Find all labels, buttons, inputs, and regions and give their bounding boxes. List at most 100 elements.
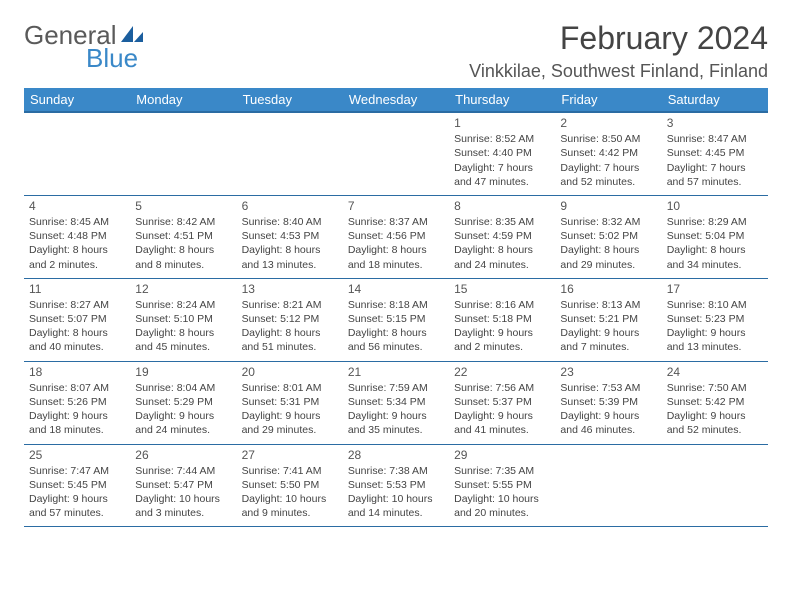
calendar-row: 18Sunrise: 8:07 AMSunset: 5:26 PMDayligh… [24,361,768,444]
sunrise-line: Sunrise: 7:44 AM [135,464,231,478]
day-cell: 24Sunrise: 7:50 AMSunset: 5:42 PMDayligh… [662,361,768,444]
sunset-line: Sunset: 5:15 PM [348,312,444,326]
sunset-line: Sunset: 5:29 PM [135,395,231,409]
day-cell: 11Sunrise: 8:27 AMSunset: 5:07 PMDayligh… [24,278,130,361]
daylight-line: Daylight: 9 hours and 18 minutes. [29,409,125,437]
daylight-line: Daylight: 8 hours and 13 minutes. [242,243,338,271]
day-number: 16 [560,281,656,297]
day-cell: 25Sunrise: 7:47 AMSunset: 5:45 PMDayligh… [24,444,130,526]
day-cell: 5Sunrise: 8:42 AMSunset: 4:51 PMDaylight… [130,195,236,278]
calendar-body: 1Sunrise: 8:52 AMSunset: 4:40 PMDaylight… [24,112,768,526]
sunrise-line: Sunrise: 8:24 AM [135,298,231,312]
sunset-line: Sunset: 4:40 PM [454,146,550,160]
sunrise-line: Sunrise: 8:37 AM [348,215,444,229]
sunset-line: Sunset: 5:02 PM [560,229,656,243]
sunset-line: Sunset: 5:31 PM [242,395,338,409]
daylight-line: Daylight: 8 hours and 56 minutes. [348,326,444,354]
sunset-line: Sunset: 5:37 PM [454,395,550,409]
logo-text-blue: Blue [86,43,145,74]
day-number: 1 [454,115,550,131]
day-cell: 9Sunrise: 8:32 AMSunset: 5:02 PMDaylight… [555,195,661,278]
day-cell: 10Sunrise: 8:29 AMSunset: 5:04 PMDayligh… [662,195,768,278]
daylight-line: Daylight: 8 hours and 40 minutes. [29,326,125,354]
sunrise-line: Sunrise: 7:38 AM [348,464,444,478]
sunrise-line: Sunrise: 8:47 AM [667,132,763,146]
daylight-line: Daylight: 7 hours and 47 minutes. [454,161,550,189]
day-cell: 15Sunrise: 8:16 AMSunset: 5:18 PMDayligh… [449,278,555,361]
sunrise-line: Sunrise: 8:13 AM [560,298,656,312]
sunset-line: Sunset: 5:26 PM [29,395,125,409]
day-number: 25 [29,447,125,463]
sunrise-line: Sunrise: 7:56 AM [454,381,550,395]
sunset-line: Sunset: 4:45 PM [667,146,763,160]
daylight-line: Daylight: 10 hours and 20 minutes. [454,492,550,520]
day-number: 22 [454,364,550,380]
day-cell: 12Sunrise: 8:24 AMSunset: 5:10 PMDayligh… [130,278,236,361]
day-number: 20 [242,364,338,380]
day-cell: 23Sunrise: 7:53 AMSunset: 5:39 PMDayligh… [555,361,661,444]
daylight-line: Daylight: 8 hours and 18 minutes. [348,243,444,271]
daylight-line: Daylight: 9 hours and 13 minutes. [667,326,763,354]
sunrise-line: Sunrise: 7:41 AM [242,464,338,478]
daylight-line: Daylight: 8 hours and 29 minutes. [560,243,656,271]
daylight-line: Daylight: 7 hours and 52 minutes. [560,161,656,189]
sunset-line: Sunset: 5:53 PM [348,478,444,492]
day-number: 18 [29,364,125,380]
day-number: 14 [348,281,444,297]
daylight-line: Daylight: 8 hours and 24 minutes. [454,243,550,271]
sunrise-line: Sunrise: 7:35 AM [454,464,550,478]
sunset-line: Sunset: 5:04 PM [667,229,763,243]
day-number: 23 [560,364,656,380]
daylight-line: Daylight: 9 hours and 57 minutes. [29,492,125,520]
daylight-line: Daylight: 9 hours and 52 minutes. [667,409,763,437]
day-cell: 14Sunrise: 8:18 AMSunset: 5:15 PMDayligh… [343,278,449,361]
daylight-line: Daylight: 8 hours and 2 minutes. [29,243,125,271]
daylight-line: Daylight: 9 hours and 46 minutes. [560,409,656,437]
day-cell: 29Sunrise: 7:35 AMSunset: 5:55 PMDayligh… [449,444,555,526]
daylight-line: Daylight: 10 hours and 14 minutes. [348,492,444,520]
day-number: 29 [454,447,550,463]
sunset-line: Sunset: 5:42 PM [667,395,763,409]
sunrise-line: Sunrise: 7:53 AM [560,381,656,395]
sunrise-line: Sunrise: 8:16 AM [454,298,550,312]
day-cell: 8Sunrise: 8:35 AMSunset: 4:59 PMDaylight… [449,195,555,278]
day-header: Monday [130,88,236,112]
sunrise-line: Sunrise: 8:40 AM [242,215,338,229]
day-header: Tuesday [237,88,343,112]
day-number: 19 [135,364,231,380]
day-number: 6 [242,198,338,214]
sunrise-line: Sunrise: 8:45 AM [29,215,125,229]
daylight-line: Daylight: 8 hours and 45 minutes. [135,326,231,354]
day-number: 11 [29,281,125,297]
day-cell: 7Sunrise: 8:37 AMSunset: 4:56 PMDaylight… [343,195,449,278]
sunrise-line: Sunrise: 8:10 AM [667,298,763,312]
sunset-line: Sunset: 5:23 PM [667,312,763,326]
sunset-line: Sunset: 5:45 PM [29,478,125,492]
day-number: 12 [135,281,231,297]
day-cell: 20Sunrise: 8:01 AMSunset: 5:31 PMDayligh… [237,361,343,444]
calendar-row: 1Sunrise: 8:52 AMSunset: 4:40 PMDaylight… [24,112,768,195]
day-number: 28 [348,447,444,463]
empty-cell [555,444,661,526]
sunset-line: Sunset: 5:18 PM [454,312,550,326]
calendar-row: 11Sunrise: 8:27 AMSunset: 5:07 PMDayligh… [24,278,768,361]
day-cell: 28Sunrise: 7:38 AMSunset: 5:53 PMDayligh… [343,444,449,526]
location-text: Vinkkilae, Southwest Finland, Finland [469,61,768,82]
day-number: 2 [560,115,656,131]
day-header: Friday [555,88,661,112]
day-header: Sunday [24,88,130,112]
sunset-line: Sunset: 4:48 PM [29,229,125,243]
day-cell: 27Sunrise: 7:41 AMSunset: 5:50 PMDayligh… [237,444,343,526]
sunset-line: Sunset: 5:55 PM [454,478,550,492]
calendar-row: 25Sunrise: 7:47 AMSunset: 5:45 PMDayligh… [24,444,768,526]
day-number: 7 [348,198,444,214]
day-cell: 6Sunrise: 8:40 AMSunset: 4:53 PMDaylight… [237,195,343,278]
day-number: 26 [135,447,231,463]
daylight-line: Daylight: 9 hours and 24 minutes. [135,409,231,437]
empty-cell [343,112,449,195]
sunset-line: Sunset: 5:10 PM [135,312,231,326]
day-number: 13 [242,281,338,297]
day-number: 5 [135,198,231,214]
daylight-line: Daylight: 9 hours and 7 minutes. [560,326,656,354]
day-cell: 13Sunrise: 8:21 AMSunset: 5:12 PMDayligh… [237,278,343,361]
